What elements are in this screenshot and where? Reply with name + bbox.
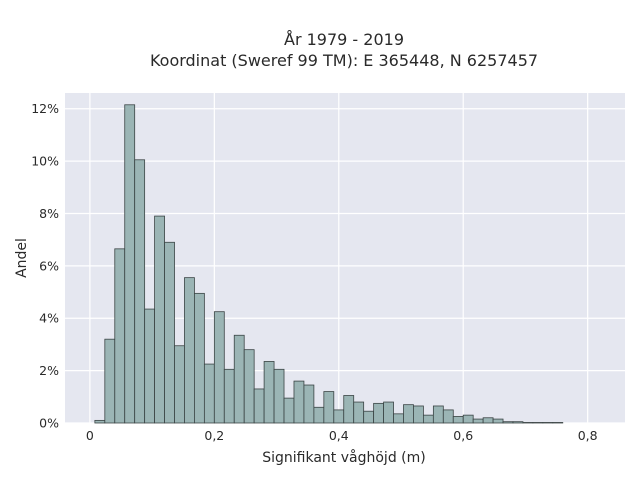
histogram-bar [164,241,175,424]
histogram-bar [203,363,215,424]
histogram-bar [353,401,365,424]
histogram-bar [383,401,394,424]
histogram-bar [482,417,494,424]
histogram-bar [223,368,235,424]
histogram-bar [542,422,554,424]
x-tick-label: 0,4 [329,428,349,443]
histogram-bar [104,338,116,424]
histogram-bar [363,410,375,424]
histogram-bar [442,409,454,424]
histogram-bar [403,404,414,424]
histogram-bar [263,361,275,424]
histogram-bar [462,414,474,424]
x-tick-label: 0,2 [204,428,224,443]
histogram-bar [393,413,404,424]
histogram-bar [333,409,345,424]
y-tick-labels: 0% 2% 4% 6% 8% 10% 12% [31,101,59,430]
bars-layer [94,104,564,424]
histogram-bar [522,422,534,424]
x-tick-label: 0,8 [578,428,598,443]
y-tick-label: 2% [39,363,59,378]
histogram-bar [253,388,265,424]
histogram-bar [323,391,335,424]
histogram-bar [303,384,315,424]
histogram-bar [422,414,434,424]
y-axis-title: Andel [14,238,30,278]
histogram-bar [184,277,195,424]
histogram-bar [512,421,524,424]
y-tick-label: 6% [39,258,59,273]
histogram-bar [552,422,564,424]
histogram-bar [213,311,225,424]
y-tick-label: 8% [39,206,59,221]
histogram-bar [343,395,355,424]
x-tick-label: 0 [86,428,94,443]
y-tick-label: 4% [39,311,59,326]
histogram-bar [124,104,136,424]
histogram-bar [134,159,146,424]
histogram-bar [432,405,444,424]
histogram-bar [243,349,255,424]
x-axis-title: Signifikant våghöjd (m) [262,449,425,466]
x-tick-labels: 0 0,2 0,4 0,6 0,8 [86,428,598,443]
x-tick-label: 0,6 [453,428,473,443]
histogram-bar [502,421,514,424]
histogram-bar [492,418,504,424]
histogram-bar [194,292,205,424]
chart-title-line-2: Koordinat (Sweref 99 TM): E 365448, N 62… [150,51,538,70]
histogram-bar [532,422,544,424]
histogram-bar [472,418,484,424]
histogram-bar [233,334,245,424]
y-tick-label: 0% [39,416,59,431]
histogram-bar [293,380,305,424]
y-tick-label: 10% [31,154,59,169]
chart-title-line-1: År 1979 - 2019 [284,30,404,49]
y-tick-label: 12% [31,101,59,116]
histogram-bar [94,419,106,424]
histogram-bar [174,345,185,424]
histogram-bar [283,397,295,424]
histogram-bar [114,248,126,424]
histogram-bar [313,406,325,424]
histogram-bar [413,405,424,424]
histogram-bar [273,368,285,424]
histogram-bar [452,416,464,424]
histogram-bar [154,215,165,424]
histogram-bar [144,308,155,424]
histogram-bar [373,402,384,424]
